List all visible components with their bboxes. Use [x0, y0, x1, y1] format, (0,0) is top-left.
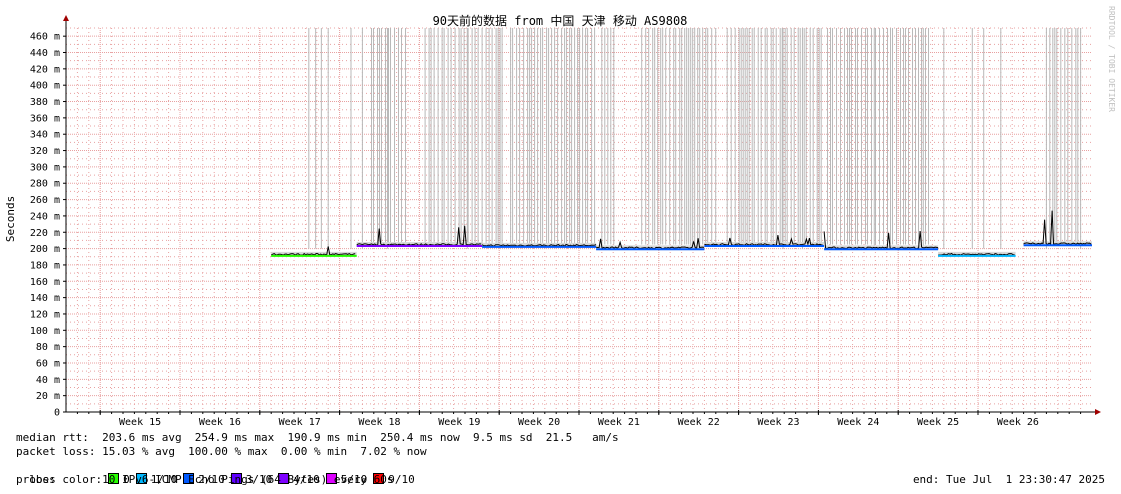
y-tick-label: 340 m	[30, 130, 60, 141]
x-tick-label: Week 22	[678, 417, 720, 428]
watermark: RRDTOOL / TOBI OETIKER	[1107, 6, 1116, 112]
x-tick-label: Week 15	[119, 417, 161, 428]
x-tick-label: Week 18	[358, 417, 400, 428]
y-tick-label: 380 m	[30, 97, 60, 108]
grid-layer	[66, 27, 1092, 412]
y-tick-label: 180 m	[30, 260, 60, 271]
packet-loss-line: packet loss: 15.03 % avg 100.00 % max 0.…	[16, 445, 427, 458]
loss-swatch-label: 2/10	[198, 473, 225, 486]
y-axis-label: Seconds	[4, 196, 17, 242]
y-tick-label: 320 m	[30, 146, 60, 157]
loss-color-label: loss color:	[29, 473, 103, 486]
y-tick-label: 400 m	[30, 81, 60, 92]
y-tick-label: 100 m	[30, 326, 60, 337]
axes-layer	[63, 15, 1101, 415]
median-line	[938, 252, 1015, 256]
loss-swatch	[325, 473, 337, 484]
y-tick-label: 140 m	[30, 293, 60, 304]
loss-swatch	[108, 473, 120, 484]
x-tick-label: Week 21	[598, 417, 640, 428]
y-tick-label: 160 m	[30, 277, 60, 288]
x-axis-arrow	[1095, 409, 1101, 415]
y-tick-label: 240 m	[30, 211, 60, 222]
end-time: end: Tue Jul 1 23:30:47 2025	[912, 473, 1105, 486]
x-tick-label: Week 19	[438, 417, 480, 428]
loss-swatch	[135, 473, 147, 484]
loss-swatch-label: 4/10	[293, 473, 320, 486]
median-line	[481, 243, 597, 247]
loss-swatch-label: 3/10	[245, 473, 273, 486]
y-tick-label: 120 m	[30, 309, 60, 320]
x-tick-label: Week 25	[917, 417, 959, 428]
x-tick-label: Week 24	[837, 417, 879, 428]
y-tick-label: 260 m	[30, 195, 60, 206]
x-tick-label: Week 23	[757, 417, 799, 428]
y-tick-label: 60 m	[36, 358, 60, 369]
x-tick-label: Week 20	[518, 417, 560, 428]
x-tick-labels: Week 15 Week 16 Week 17 Week 18 Week 19 Week …	[119, 417, 1039, 428]
y-tick-label: 420 m	[30, 64, 60, 75]
loss-swatch-label: 9/10	[388, 473, 415, 486]
loss-swatch-label: 0	[123, 473, 130, 486]
loss-swatch	[183, 473, 195, 484]
y-tick-label: 460 m	[30, 32, 60, 43]
loss-swatch-label: 5/10	[340, 473, 368, 486]
y-axis-arrow	[63, 15, 69, 21]
loss-color-legend: loss color: 0 1/10 2/10 3/10 4/10 5/10 9/10	[16, 459, 415, 487]
x-tick-label: Week 26	[997, 417, 1039, 428]
y-tick-labels: 0 20 m 40 m 60 m 80 m 100 m 120 m 140 m 160 m 180…	[30, 32, 60, 419]
median-line	[823, 230, 939, 250]
y-tick-label: 220 m	[30, 228, 60, 239]
y-tick-label: 20 m	[36, 391, 60, 402]
loss-swatches: 0 1/10 2/10 3/10 4/10 5/10 9/10	[102, 473, 415, 486]
probe-line: probe: 10 IPv6-ICMP Echo Pings (64 Bytes…	[16, 473, 394, 486]
loss-swatch	[230, 473, 242, 484]
series-layer	[270, 210, 1092, 257]
x-tick-label: Week 16	[199, 417, 241, 428]
y-tick-label: 200 m	[30, 244, 60, 255]
loss-swatch	[373, 473, 385, 484]
loss-swatch	[278, 473, 290, 484]
smoke-band	[356, 242, 483, 247]
median-rtt-line: median rtt: 203.6 ms avg 254.9 ms max 19…	[16, 431, 619, 444]
y-tick-label: 440 m	[30, 48, 60, 59]
y-tick-label: 360 m	[30, 113, 60, 124]
chart-title: 90天前的数据 from 中国 天津 移动 AS9808	[433, 13, 688, 28]
y-tick-label: 300 m	[30, 162, 60, 173]
loss-band-layer	[308, 28, 1082, 249]
latency-chart: 90天前的数据 from 中国 天津 移动 AS9808 Seconds RRD…	[4, 6, 1116, 428]
x-tick-label: Week 17	[279, 417, 321, 428]
loss-swatch-label: 1/10	[150, 473, 178, 486]
median-line	[270, 246, 356, 256]
y-tick-label: 0	[54, 408, 60, 419]
median-line	[1023, 210, 1092, 246]
y-tick-label: 80 m	[36, 342, 60, 353]
median-line	[704, 235, 823, 247]
y-tick-label: 280 m	[30, 179, 60, 190]
y-tick-label: 40 m	[36, 375, 60, 386]
